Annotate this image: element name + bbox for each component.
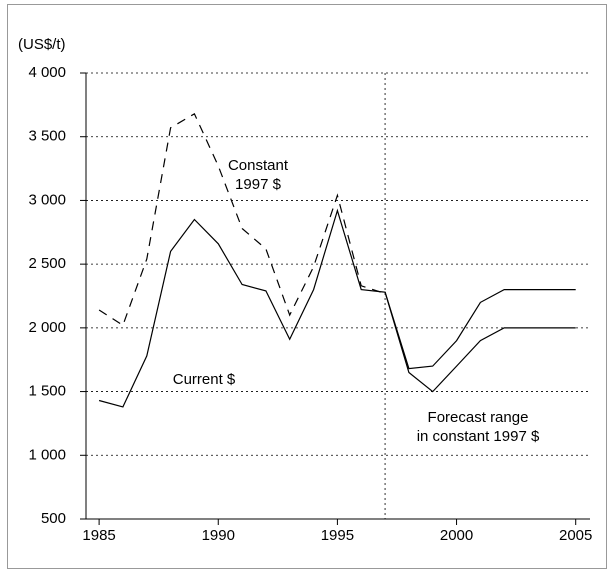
y-tick-label: 1 500 — [28, 383, 66, 400]
x-tick-label: 2000 — [440, 527, 473, 544]
x-tick-label: 1990 — [202, 527, 235, 544]
annotation: in constant 1997 $ — [417, 428, 540, 445]
annotation: Constant — [228, 157, 289, 174]
y-tick-label: 500 — [41, 510, 66, 527]
annotation: Forecast range — [428, 409, 529, 426]
y-tick-label: 1 000 — [28, 446, 66, 463]
x-tick-label: 1995 — [321, 527, 354, 544]
y-tick-label: 4 000 — [28, 64, 66, 81]
annotation: 1997 $ — [235, 176, 282, 193]
series-line — [384, 289, 576, 370]
frame — [7, 4, 607, 569]
series-line — [98, 208, 576, 408]
series-line — [98, 112, 386, 327]
y-tick-label: 3 500 — [28, 128, 66, 145]
annotation: Current $ — [173, 371, 236, 388]
y-unit: (US$/t) — [18, 36, 66, 53]
x-tick-label: 2005 — [559, 527, 592, 544]
y-tick-label: 2 500 — [28, 255, 66, 272]
y-tick-label: 2 000 — [28, 319, 66, 336]
y-tick-label: 3 000 — [28, 191, 66, 208]
x-tick-label: 1985 — [82, 527, 115, 544]
